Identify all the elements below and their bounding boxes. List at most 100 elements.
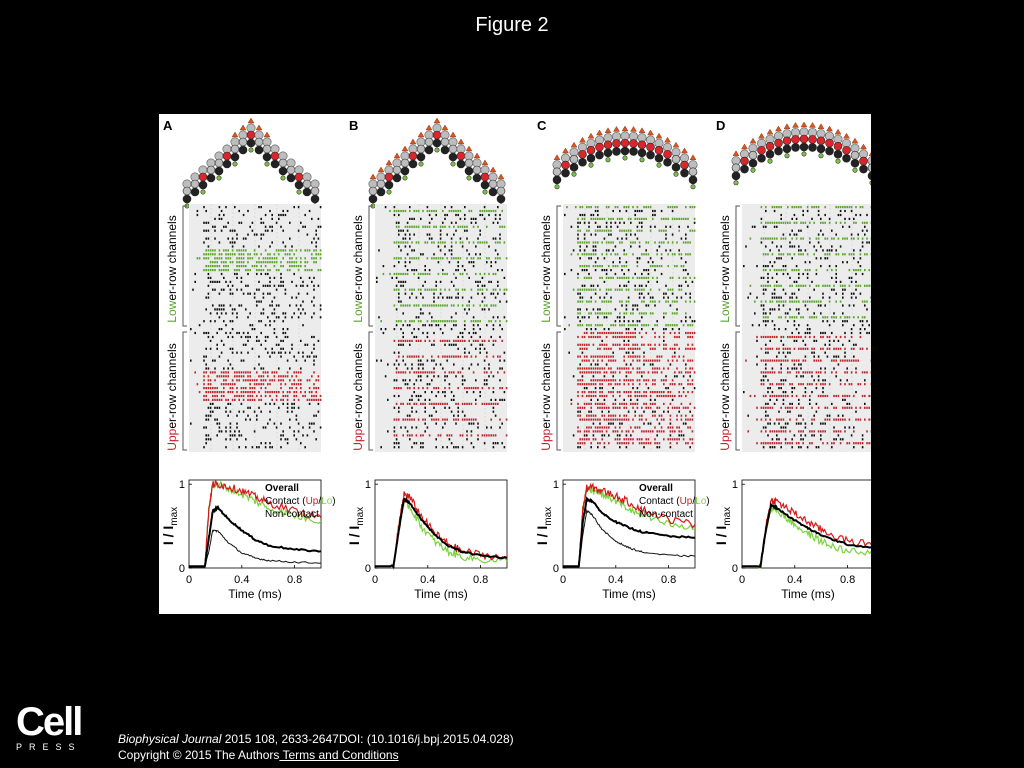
spike-tick (256, 272, 258, 276)
spike-tick (577, 414, 579, 417)
spike-tick (815, 402, 818, 405)
spike-tick (782, 394, 785, 398)
spike-tick (627, 442, 630, 445)
spike-tick (773, 394, 776, 398)
spike-tick (623, 391, 625, 394)
spike-tick (634, 288, 636, 291)
terms-and-conditions-link[interactable]: Terms and Conditions (279, 748, 399, 762)
spike-tick (468, 276, 470, 279)
spike-tick (857, 269, 859, 272)
spike-tick (627, 300, 630, 303)
spike-tick (413, 391, 415, 394)
spike-tick (813, 351, 815, 354)
spike-tick (795, 265, 798, 268)
spike-tick (225, 371, 227, 374)
schematic-bead (620, 138, 630, 148)
spike-tick (634, 426, 636, 429)
spike-tick (623, 406, 625, 409)
spike-tick (822, 442, 824, 445)
spike-tick (835, 371, 837, 374)
spike-tick (765, 430, 767, 433)
spike-tick (315, 387, 317, 390)
spike-tick (842, 320, 844, 323)
spike-tick (207, 253, 210, 256)
spike-tick (433, 387, 435, 390)
spike-tick (837, 394, 840, 398)
spike-tick (395, 359, 398, 362)
schematic-bead (569, 162, 579, 172)
spike-tick (848, 304, 851, 307)
spike-tick (608, 241, 610, 244)
spike-tick (306, 434, 309, 437)
spike-tick (636, 406, 639, 409)
spike-tick (209, 249, 212, 252)
spike-tick (634, 331, 636, 335)
spike-tick (499, 379, 501, 382)
schematic-bead (680, 168, 689, 178)
spike-tick (853, 430, 855, 433)
spike-tick (564, 328, 566, 331)
spike-tick (826, 347, 829, 350)
spike-tick (868, 406, 870, 409)
schematic-bead (869, 180, 871, 186)
spike-tick (457, 418, 459, 421)
spike-tick (678, 371, 680, 374)
spike-tick (848, 402, 851, 405)
spike-tick (205, 308, 207, 311)
spike-tick (619, 288, 621, 291)
spike-tick (621, 402, 623, 405)
spike-tick (586, 438, 588, 441)
spike-tick (837, 355, 840, 358)
spike-tick (625, 261, 628, 264)
logo-cell-text: Cell (16, 700, 83, 744)
spike-tick (295, 438, 298, 441)
spike-tick (251, 328, 254, 331)
spike-tick (632, 206, 634, 209)
spike-tick (428, 383, 431, 386)
spike-tick (594, 394, 597, 398)
spike-tick (809, 430, 811, 433)
spike-tick (848, 442, 851, 445)
spike-tick (227, 402, 229, 405)
spike-tick (411, 394, 413, 398)
spike-tick (789, 442, 791, 445)
spike-tick (470, 261, 473, 264)
y-axis-label: I / Imax (346, 507, 366, 545)
spike-tick (207, 379, 210, 382)
spike-tick (297, 422, 300, 425)
spike-tick (295, 284, 298, 287)
spike-tick (238, 398, 240, 401)
schematic-marker (843, 132, 850, 139)
spike-tick (413, 269, 415, 272)
spike-tick (669, 438, 672, 441)
spike-tick (866, 229, 868, 232)
spike-tick (645, 269, 647, 272)
spike-tick (406, 229, 409, 232)
spike-tick (678, 355, 680, 358)
spike-tick (652, 402, 654, 405)
spike-tick (282, 241, 284, 244)
spike-tick (588, 300, 590, 303)
spike-tick (857, 233, 859, 236)
spike-tick (242, 359, 245, 362)
spike-tick (308, 355, 311, 358)
spike-tick (450, 296, 453, 299)
spike-tick (842, 343, 844, 346)
spike-tick (791, 284, 793, 287)
spike-tick (687, 217, 689, 220)
spike-tick (762, 406, 765, 409)
spike-tick (289, 367, 291, 370)
spike-tick (402, 304, 404, 307)
spike-tick (293, 394, 295, 398)
spike-tick (588, 276, 590, 279)
spike-tick (227, 375, 229, 378)
spike-tick (760, 284, 763, 287)
spike-tick (861, 434, 864, 437)
spike-tick (260, 233, 262, 236)
spike-tick (581, 335, 584, 339)
spike-tick (594, 312, 597, 315)
upper-row-label-rest: er-row channels (165, 343, 179, 428)
spike-tick (231, 292, 234, 295)
spike-tick (859, 269, 862, 272)
spike-tick (579, 418, 581, 421)
